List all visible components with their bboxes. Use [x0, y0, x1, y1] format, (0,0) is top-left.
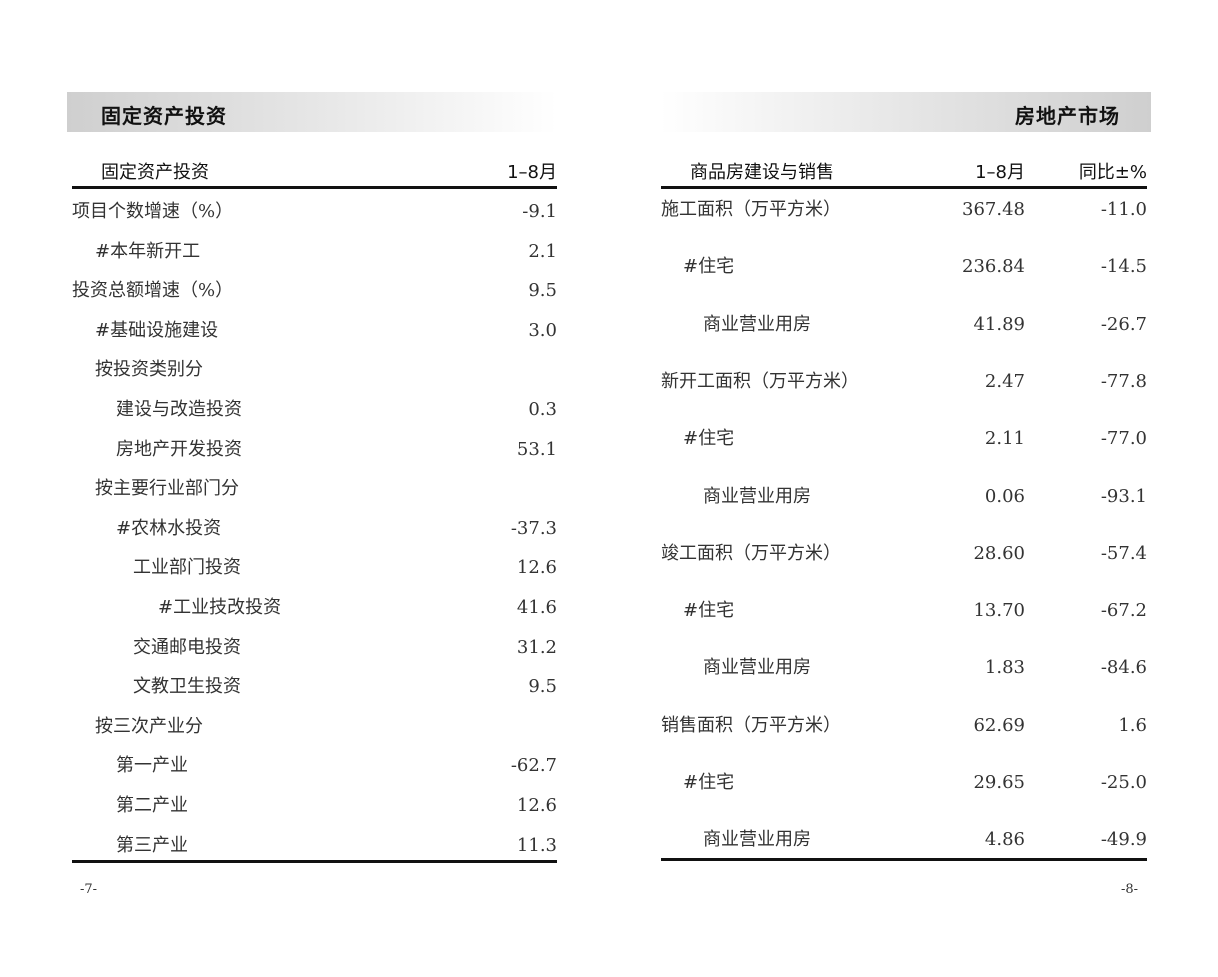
row-value-yoy: -26.7	[1100, 313, 1147, 335]
row-label: 建设与改造投资	[116, 399, 242, 420]
row-value: 2.1	[528, 240, 557, 262]
row-label: 第二产业	[116, 795, 188, 816]
row-value-yoy: -49.9	[1100, 829, 1147, 851]
row-value-1-8: 62.69	[973, 714, 1025, 736]
section-header-bar-right: 房地产市场	[660, 92, 1151, 132]
row-value: -37.3	[510, 517, 557, 539]
row-value-yoy: 1.6	[1118, 714, 1147, 736]
row-label: 工业部门投资	[133, 557, 241, 579]
row-label: 房地产开发投资	[116, 438, 242, 460]
row-value-yoy: -14.5	[1100, 256, 1147, 278]
row-value-yoy: -84.6	[1100, 657, 1147, 679]
row-value-yoy: -11.0	[1100, 199, 1147, 220]
row-value-1-8: 4.86	[984, 829, 1025, 851]
row-value-1-8: 236.84	[962, 256, 1025, 278]
row-label: 销售面积（万平方米）	[661, 714, 841, 736]
row-value: 3.0	[528, 319, 557, 341]
left-table-header-label: 固定资产投资	[101, 162, 209, 183]
row-value-yoy: -77.0	[1100, 428, 1147, 450]
row-value-yoy: -67.2	[1100, 600, 1147, 622]
row-label: #本年新开工	[95, 240, 201, 262]
row-value: 12.6	[516, 795, 557, 816]
left-table-bottom-rule	[72, 860, 557, 863]
right-table-bottom-rule	[661, 858, 1147, 861]
row-label: 第一产业	[116, 755, 188, 777]
row-label: 竣工面积（万平方米）	[661, 542, 841, 564]
row-value-1-8: 1.83	[984, 657, 1025, 679]
row-label: 投资总额增速（%）	[72, 280, 234, 302]
row-value: 53.1	[516, 438, 557, 460]
row-value: 0.3	[528, 399, 557, 420]
row-value-1-8: 2.11	[984, 428, 1025, 450]
row-value: 11.3	[516, 834, 557, 856]
right-table-header-col2: 同比±%	[1078, 162, 1147, 183]
row-value-yoy: -77.8	[1100, 370, 1147, 392]
row-label: 施工面积（万平方米）	[661, 199, 841, 220]
left-table-header-col1: 1–8月	[507, 162, 557, 183]
row-value-1-8: 41.89	[973, 313, 1025, 335]
row-label: 交通邮电投资	[133, 636, 241, 658]
row-value-1-8: 367.48	[962, 199, 1025, 220]
row-label: 商业营业用房	[703, 829, 811, 851]
row-value-yoy: -25.0	[1100, 772, 1147, 793]
row-value: 9.5	[528, 280, 557, 302]
row-value-1-8: 0.06	[984, 485, 1025, 507]
row-value: 9.5	[528, 676, 557, 698]
row-label: 第三产业	[116, 834, 188, 856]
page-number-left: -7-	[80, 882, 98, 897]
row-value-1-8: 29.65	[973, 772, 1025, 793]
row-value-yoy: -57.4	[1100, 542, 1147, 564]
section-title-right: 房地产市场	[1015, 104, 1120, 128]
row-label: 按主要行业部门分	[95, 478, 239, 500]
right-table-top-rule	[661, 186, 1147, 189]
row-value: -9.1	[522, 201, 557, 222]
row-label: #农林水投资	[116, 517, 222, 539]
row-label: 按投资类别分	[95, 359, 203, 381]
row-label: #住宅	[683, 256, 735, 278]
row-label: 新开工面积（万平方米）	[661, 370, 859, 392]
section-header-bar-left: 固定资产投资	[67, 92, 557, 132]
row-label: #住宅	[683, 428, 735, 450]
row-value: 12.6	[516, 557, 557, 579]
row-label: 按三次产业分	[95, 715, 203, 737]
row-label: 商业营业用房	[703, 313, 811, 335]
row-value: 31.2	[516, 636, 557, 658]
row-value: 41.6	[516, 597, 557, 618]
row-label: #住宅	[683, 772, 735, 793]
row-value-1-8: 13.70	[973, 600, 1025, 622]
row-label: #基础设施建设	[95, 319, 219, 341]
page-number-right: -8-	[1120, 882, 1138, 897]
row-label: #住宅	[683, 600, 735, 622]
row-label: 项目个数增速（%）	[72, 201, 234, 222]
row-value-1-8: 2.47	[984, 370, 1025, 392]
row-value: -62.7	[510, 755, 557, 777]
row-value-yoy: -93.1	[1100, 485, 1147, 507]
row-label: 商业营业用房	[703, 657, 811, 679]
row-label: #工业技改投资	[158, 597, 282, 618]
row-label: 商业营业用房	[703, 485, 811, 507]
row-value-1-8: 28.60	[973, 542, 1025, 564]
right-table-header-col1: 1–8月	[975, 162, 1025, 183]
right-table-header-label: 商品房建设与销售	[690, 162, 834, 183]
left-table-top-rule	[72, 186, 557, 189]
row-label: 文教卫生投资	[133, 676, 241, 698]
section-title-left: 固定资产投资	[101, 104, 227, 128]
